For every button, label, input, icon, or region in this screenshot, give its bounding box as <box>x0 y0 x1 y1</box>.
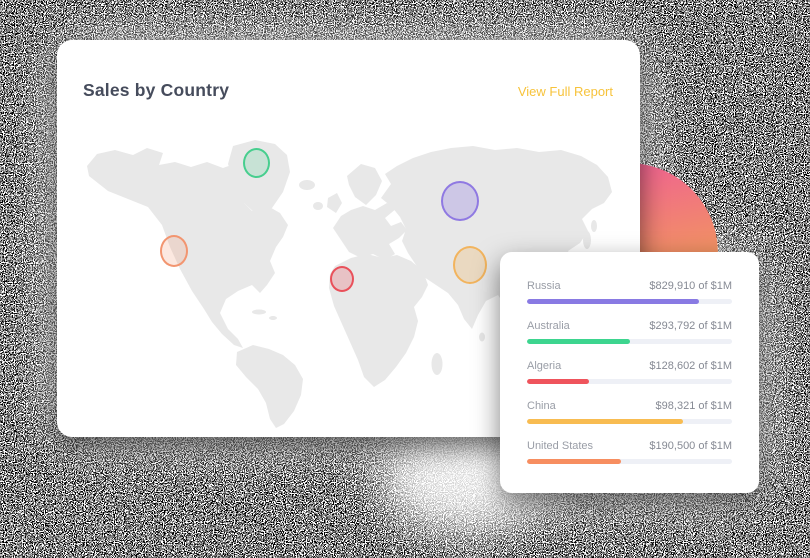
country-sales-row: China $98,321 of $1M <box>527 400 732 424</box>
marker-russia-purple[interactable] <box>440 180 479 221</box>
country-sales-row: Russia $829,910 of $1M <box>527 280 732 304</box>
country-sales-row: Algeria $128,602 of $1M <box>527 360 732 384</box>
page-title: Sales by Country <box>83 80 230 100</box>
marker-united-states-orange[interactable] <box>160 235 188 267</box>
country-name: Russia <box>527 280 561 292</box>
progress-fill <box>527 299 700 304</box>
country-amount: $293,792 of $1M <box>649 320 732 332</box>
progress-track <box>527 379 732 384</box>
world-map <box>85 140 615 430</box>
country-name: Algeria <box>527 360 562 372</box>
sales-by-country-card: Sales by Country View Full Report <box>57 40 640 437</box>
progress-track <box>527 299 732 304</box>
country-sales-panel: Russia $829,910 of $1M Australia $293,79… <box>500 252 759 493</box>
marker-algeria-red[interactable] <box>329 265 354 292</box>
progress-fill <box>527 419 683 424</box>
progress-track <box>527 459 732 464</box>
progress-track <box>527 339 732 344</box>
progress-fill <box>527 459 622 464</box>
country-sales-row: Australia $293,792 of $1M <box>527 320 732 344</box>
country-name: Australia <box>527 320 570 332</box>
country-name: United States <box>527 440 594 452</box>
country-amount: $829,910 of $1M <box>649 280 732 292</box>
progress-fill <box>527 339 630 344</box>
card-header: Sales by Country View Full Report <box>57 40 640 101</box>
marker-greenland-green[interactable] <box>243 148 270 178</box>
country-sales-row: United States $190,500 of $1M <box>527 440 732 464</box>
country-amount: $128,602 of $1M <box>649 360 732 372</box>
marker-china-amber[interactable] <box>452 245 487 284</box>
country-name: China <box>527 400 556 412</box>
view-full-report-link[interactable]: View Full Report <box>517 84 613 99</box>
progress-track <box>527 419 732 424</box>
progress-fill <box>527 379 589 384</box>
country-amount: $98,321 of $1M <box>655 400 732 412</box>
country-amount: $190,500 of $1M <box>649 440 732 452</box>
